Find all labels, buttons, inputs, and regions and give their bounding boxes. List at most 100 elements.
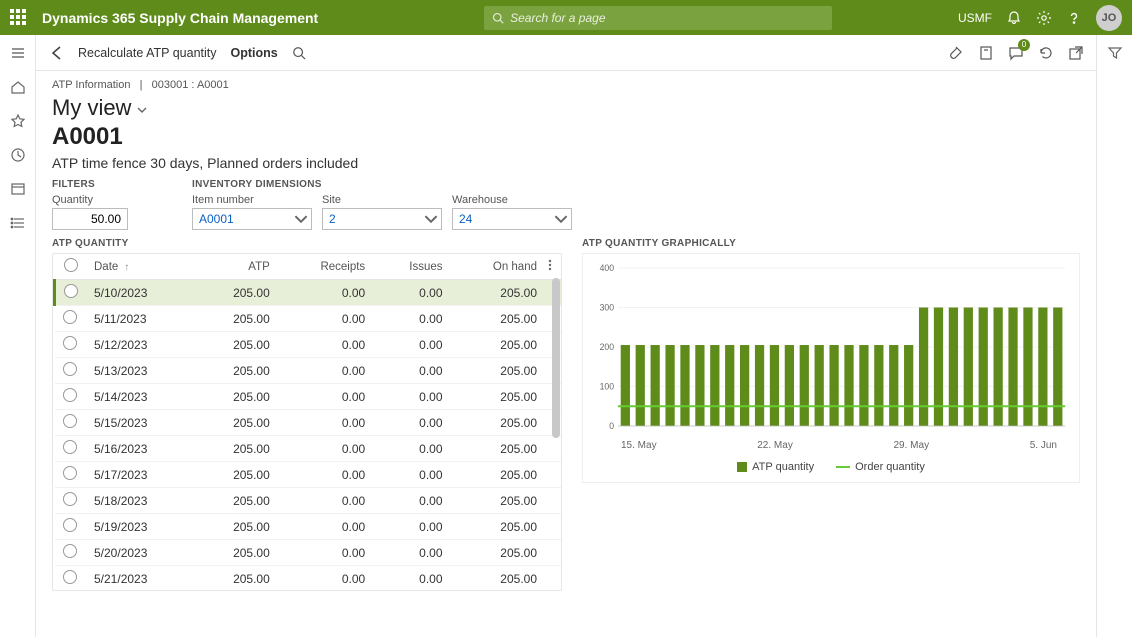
cell-issues: 0.00 xyxy=(373,436,450,462)
table-row[interactable]: 5/11/2023205.000.000.00205.00 xyxy=(55,306,562,332)
row-radio[interactable] xyxy=(63,440,77,454)
filter-icon[interactable] xyxy=(1107,45,1123,61)
cell-receipts: 0.00 xyxy=(278,384,373,410)
popout-icon[interactable] xyxy=(1068,45,1084,61)
hamburger-icon[interactable] xyxy=(10,45,26,61)
quantity-input[interactable] xyxy=(52,208,128,230)
cell-atp: 205.00 xyxy=(195,280,278,306)
table-row[interactable]: 5/12/2023205.000.000.00205.00 xyxy=(55,332,562,358)
row-radio[interactable] xyxy=(63,466,77,480)
atp-chart: 0100200300400 15. May22. May29. May5. Ju… xyxy=(582,253,1080,483)
app-header: Dynamics 365 Supply Chain Management USM… xyxy=(0,0,1132,35)
app-title: Dynamics 365 Supply Chain Management xyxy=(42,10,318,26)
chart-xlabel: 15. May xyxy=(621,440,657,451)
row-radio[interactable] xyxy=(64,284,78,298)
row-radio[interactable] xyxy=(63,336,77,350)
refresh-icon[interactable] xyxy=(1038,45,1054,61)
view-selector[interactable]: My view xyxy=(52,95,1080,121)
messages-badge: 0 xyxy=(1018,39,1030,51)
table-row[interactable]: 5/16/2023205.000.000.00205.00 xyxy=(55,436,562,462)
cell-date: 5/19/2023 xyxy=(86,514,195,540)
cell-date: 5/18/2023 xyxy=(86,488,195,514)
col-issues[interactable]: Issues xyxy=(373,254,450,280)
more-icon[interactable] xyxy=(543,258,557,272)
waffle-icon[interactable] xyxy=(10,9,28,27)
home-icon[interactable] xyxy=(10,79,26,95)
user-avatar[interactable]: JO xyxy=(1096,5,1122,31)
warehouse-combo[interactable] xyxy=(452,208,572,230)
messages-icon[interactable]: 0 xyxy=(1008,45,1024,61)
cell-onhand: 205.00 xyxy=(451,462,545,488)
scrollbar-thumb[interactable] xyxy=(552,278,560,438)
company-code[interactable]: USMF xyxy=(958,11,992,25)
select-all-header[interactable] xyxy=(55,254,87,280)
atp-quantity-label: ATP QUANTITY xyxy=(52,238,562,249)
table-row[interactable]: 5/15/2023205.000.000.00205.00 xyxy=(55,410,562,436)
row-radio[interactable] xyxy=(63,544,77,558)
col-date[interactable]: Date↑ xyxy=(86,254,195,280)
cell-atp: 205.00 xyxy=(195,462,278,488)
attachment-icon[interactable] xyxy=(948,45,964,61)
inv-dims-label: INVENTORY DIMENSIONS xyxy=(192,179,572,190)
item-number-combo[interactable] xyxy=(192,208,312,230)
table-row[interactable]: 5/20/2023205.000.000.00205.00 xyxy=(55,540,562,566)
cell-issues: 0.00 xyxy=(373,540,450,566)
table-row[interactable]: 5/19/2023205.000.000.00205.00 xyxy=(55,514,562,540)
cell-issues: 0.00 xyxy=(373,384,450,410)
find-icon[interactable] xyxy=(292,46,306,60)
cell-receipts: 0.00 xyxy=(278,540,373,566)
recalculate-button[interactable]: Recalculate ATP quantity xyxy=(78,46,217,60)
row-radio[interactable] xyxy=(63,388,77,402)
breadcrumb-page: ATP Information xyxy=(52,79,130,91)
page-subtitle: ATP time fence 30 days, Planned orders i… xyxy=(52,155,1080,171)
cell-receipts: 0.00 xyxy=(278,462,373,488)
workspace-icon[interactable] xyxy=(10,181,26,197)
cell-atp: 205.00 xyxy=(195,566,278,591)
office-icon[interactable] xyxy=(978,45,994,61)
back-icon[interactable] xyxy=(48,45,64,61)
global-search[interactable] xyxy=(484,6,832,30)
breadcrumb: ATP Information | 003001 : A0001 xyxy=(52,79,1080,91)
options-button[interactable]: Options xyxy=(231,46,278,60)
table-row[interactable]: 5/10/2023205.000.000.00205.00 xyxy=(55,280,562,306)
row-radio[interactable] xyxy=(63,414,77,428)
row-radio[interactable] xyxy=(63,570,77,584)
table-row[interactable]: 5/21/2023205.000.000.00205.00 xyxy=(55,566,562,591)
bell-icon[interactable] xyxy=(1006,10,1022,26)
row-radio[interactable] xyxy=(63,310,77,324)
row-radio[interactable] xyxy=(63,492,77,506)
cell-issues: 0.00 xyxy=(373,514,450,540)
cell-receipts: 0.00 xyxy=(278,306,373,332)
recent-icon[interactable] xyxy=(10,147,26,163)
col-receipts[interactable]: Receipts xyxy=(278,254,373,280)
row-radio[interactable] xyxy=(63,362,77,376)
star-icon[interactable] xyxy=(10,113,26,129)
row-radio[interactable] xyxy=(63,518,77,532)
legend-order: Order quantity xyxy=(836,461,925,473)
col-atp[interactable]: ATP xyxy=(195,254,278,280)
col-onhand[interactable]: On hand xyxy=(451,254,545,280)
item-code-heading: A0001 xyxy=(52,123,1080,151)
modules-icon[interactable] xyxy=(10,215,26,231)
cell-onhand: 205.00 xyxy=(451,384,545,410)
cell-date: 5/16/2023 xyxy=(86,436,195,462)
cell-onhand: 205.00 xyxy=(451,306,545,332)
view-title: My view xyxy=(52,95,131,121)
cell-date: 5/14/2023 xyxy=(86,384,195,410)
search-input[interactable] xyxy=(510,11,824,25)
gear-icon[interactable] xyxy=(1036,10,1052,26)
cell-atp: 205.00 xyxy=(195,540,278,566)
cell-atp: 205.00 xyxy=(195,306,278,332)
cell-issues: 0.00 xyxy=(373,410,450,436)
table-row[interactable]: 5/17/2023205.000.000.00205.00 xyxy=(55,462,562,488)
help-icon[interactable] xyxy=(1066,10,1082,26)
table-row[interactable]: 5/14/2023205.000.000.00205.00 xyxy=(55,384,562,410)
atp-table: Date↑ ATP Receipts Issues On hand 5/10/2… xyxy=(52,253,562,591)
site-combo[interactable] xyxy=(322,208,442,230)
cell-onhand: 205.00 xyxy=(451,436,545,462)
cell-issues: 0.00 xyxy=(373,566,450,591)
table-row[interactable]: 5/13/2023205.000.000.00205.00 xyxy=(55,358,562,384)
svg-text:0: 0 xyxy=(609,421,614,431)
cell-atp: 205.00 xyxy=(195,488,278,514)
table-row[interactable]: 5/18/2023205.000.000.00205.00 xyxy=(55,488,562,514)
